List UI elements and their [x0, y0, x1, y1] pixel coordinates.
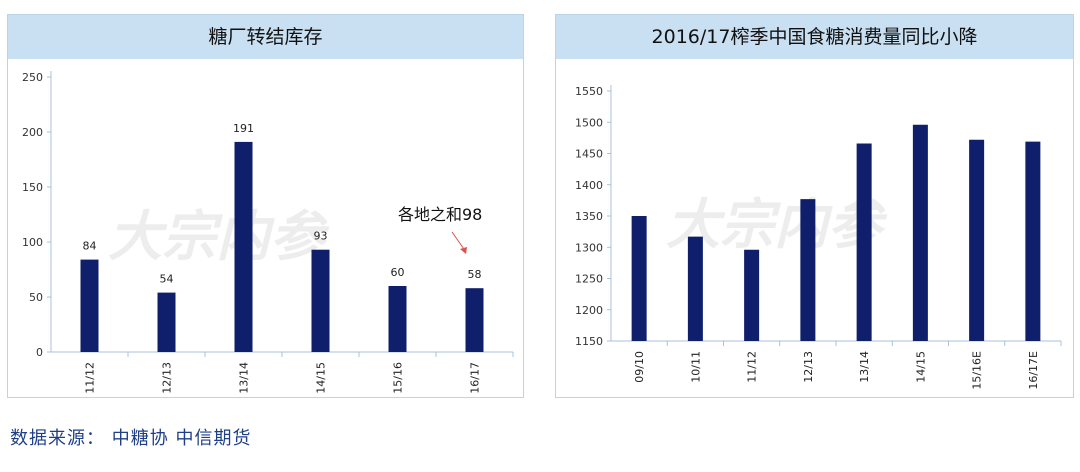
bar — [311, 249, 330, 352]
x-tick-label: 16/17E — [1027, 351, 1040, 390]
bar — [744, 249, 760, 341]
bar-value-label: 60 — [391, 266, 405, 279]
consumption-bar-chart: 大宗内参 1150 1200 1250 1300 1350 1400 1450 1500 155… — [575, 85, 1062, 390]
y-tick-label: 200 — [22, 126, 43, 139]
x-tick-label: 11/12 — [84, 362, 97, 394]
y-tick-label: 1350 — [575, 210, 603, 223]
annotation-arrowhead — [460, 247, 467, 254]
x-tick-label: 12/13 — [161, 362, 174, 394]
x-tick-label: 13/14 — [238, 362, 251, 394]
y-tick-label: 1200 — [575, 304, 603, 317]
bar — [234, 141, 253, 352]
x-tick-label: 09/10 — [633, 351, 646, 383]
x-tick-label: 13/14 — [858, 351, 871, 383]
x-tick-label: 11/12 — [746, 351, 759, 383]
bar — [969, 139, 985, 341]
bar — [465, 288, 484, 352]
x-tick-label: 15/16 — [392, 362, 405, 394]
chart-panel-inventory: 糖厂转结库存 大宗内参 0 50 100 150 200 250 84 11/12 54 12/1… — [7, 14, 524, 398]
y-tick-label: 1250 — [575, 273, 603, 286]
bar — [80, 259, 99, 352]
y-tick-label: 1400 — [575, 179, 603, 192]
y-tick-label: 1150 — [575, 335, 603, 348]
bar — [388, 286, 407, 352]
y-tick-label: 250 — [22, 71, 43, 84]
bar — [800, 199, 816, 341]
bar-value-label: 93 — [314, 230, 328, 243]
x-tick-label: 16/17 — [469, 362, 482, 394]
data-source-note: 数据来源： 中糖协 中信期货 — [10, 428, 252, 449]
x-tick-label: 10/11 — [689, 351, 702, 383]
x-tick-label: 15/16E — [971, 351, 984, 390]
x-tick-label: 14/15 — [315, 362, 328, 394]
y-tick-label: 100 — [22, 236, 43, 249]
bar — [856, 143, 872, 341]
bar-value-label: 54 — [160, 273, 174, 286]
bar — [687, 236, 703, 341]
bar — [1025, 141, 1041, 341]
watermark: 大宗内参 — [108, 205, 330, 268]
bar — [157, 292, 176, 352]
x-tick-label: 14/15 — [914, 351, 927, 383]
inventory-bar-chart: 大宗内参 0 50 100 150 200 250 84 11/12 54 12/13 191 13/… — [22, 71, 514, 394]
watermark: 大宗内参 — [666, 193, 888, 256]
bar-value-label: 58 — [468, 268, 482, 281]
bar — [912, 124, 928, 341]
annotation-label: 各地之和98 — [398, 205, 482, 224]
bar — [631, 216, 647, 341]
y-tick-label: 150 — [22, 181, 43, 194]
chart-title: 糖厂转结库存 — [8, 15, 523, 59]
y-tick-label: 1550 — [575, 85, 603, 98]
bar-value-label: 84 — [83, 240, 97, 253]
chart-panel-consumption: 2016/17榨季中国食糖消费量同比小降 大宗内参 1150 1200 1250 13… — [555, 14, 1074, 398]
y-tick-label: 1500 — [575, 116, 603, 129]
y-tick-label: 1300 — [575, 241, 603, 254]
y-tick-label: 1450 — [575, 148, 603, 161]
y-tick-label: 0 — [36, 346, 43, 359]
y-tick-label: 50 — [29, 291, 43, 304]
chart-title: 2016/17榨季中国食糖消费量同比小降 — [556, 15, 1073, 59]
x-tick-label: 12/13 — [802, 351, 815, 383]
bar-value-label: 191 — [233, 122, 254, 135]
